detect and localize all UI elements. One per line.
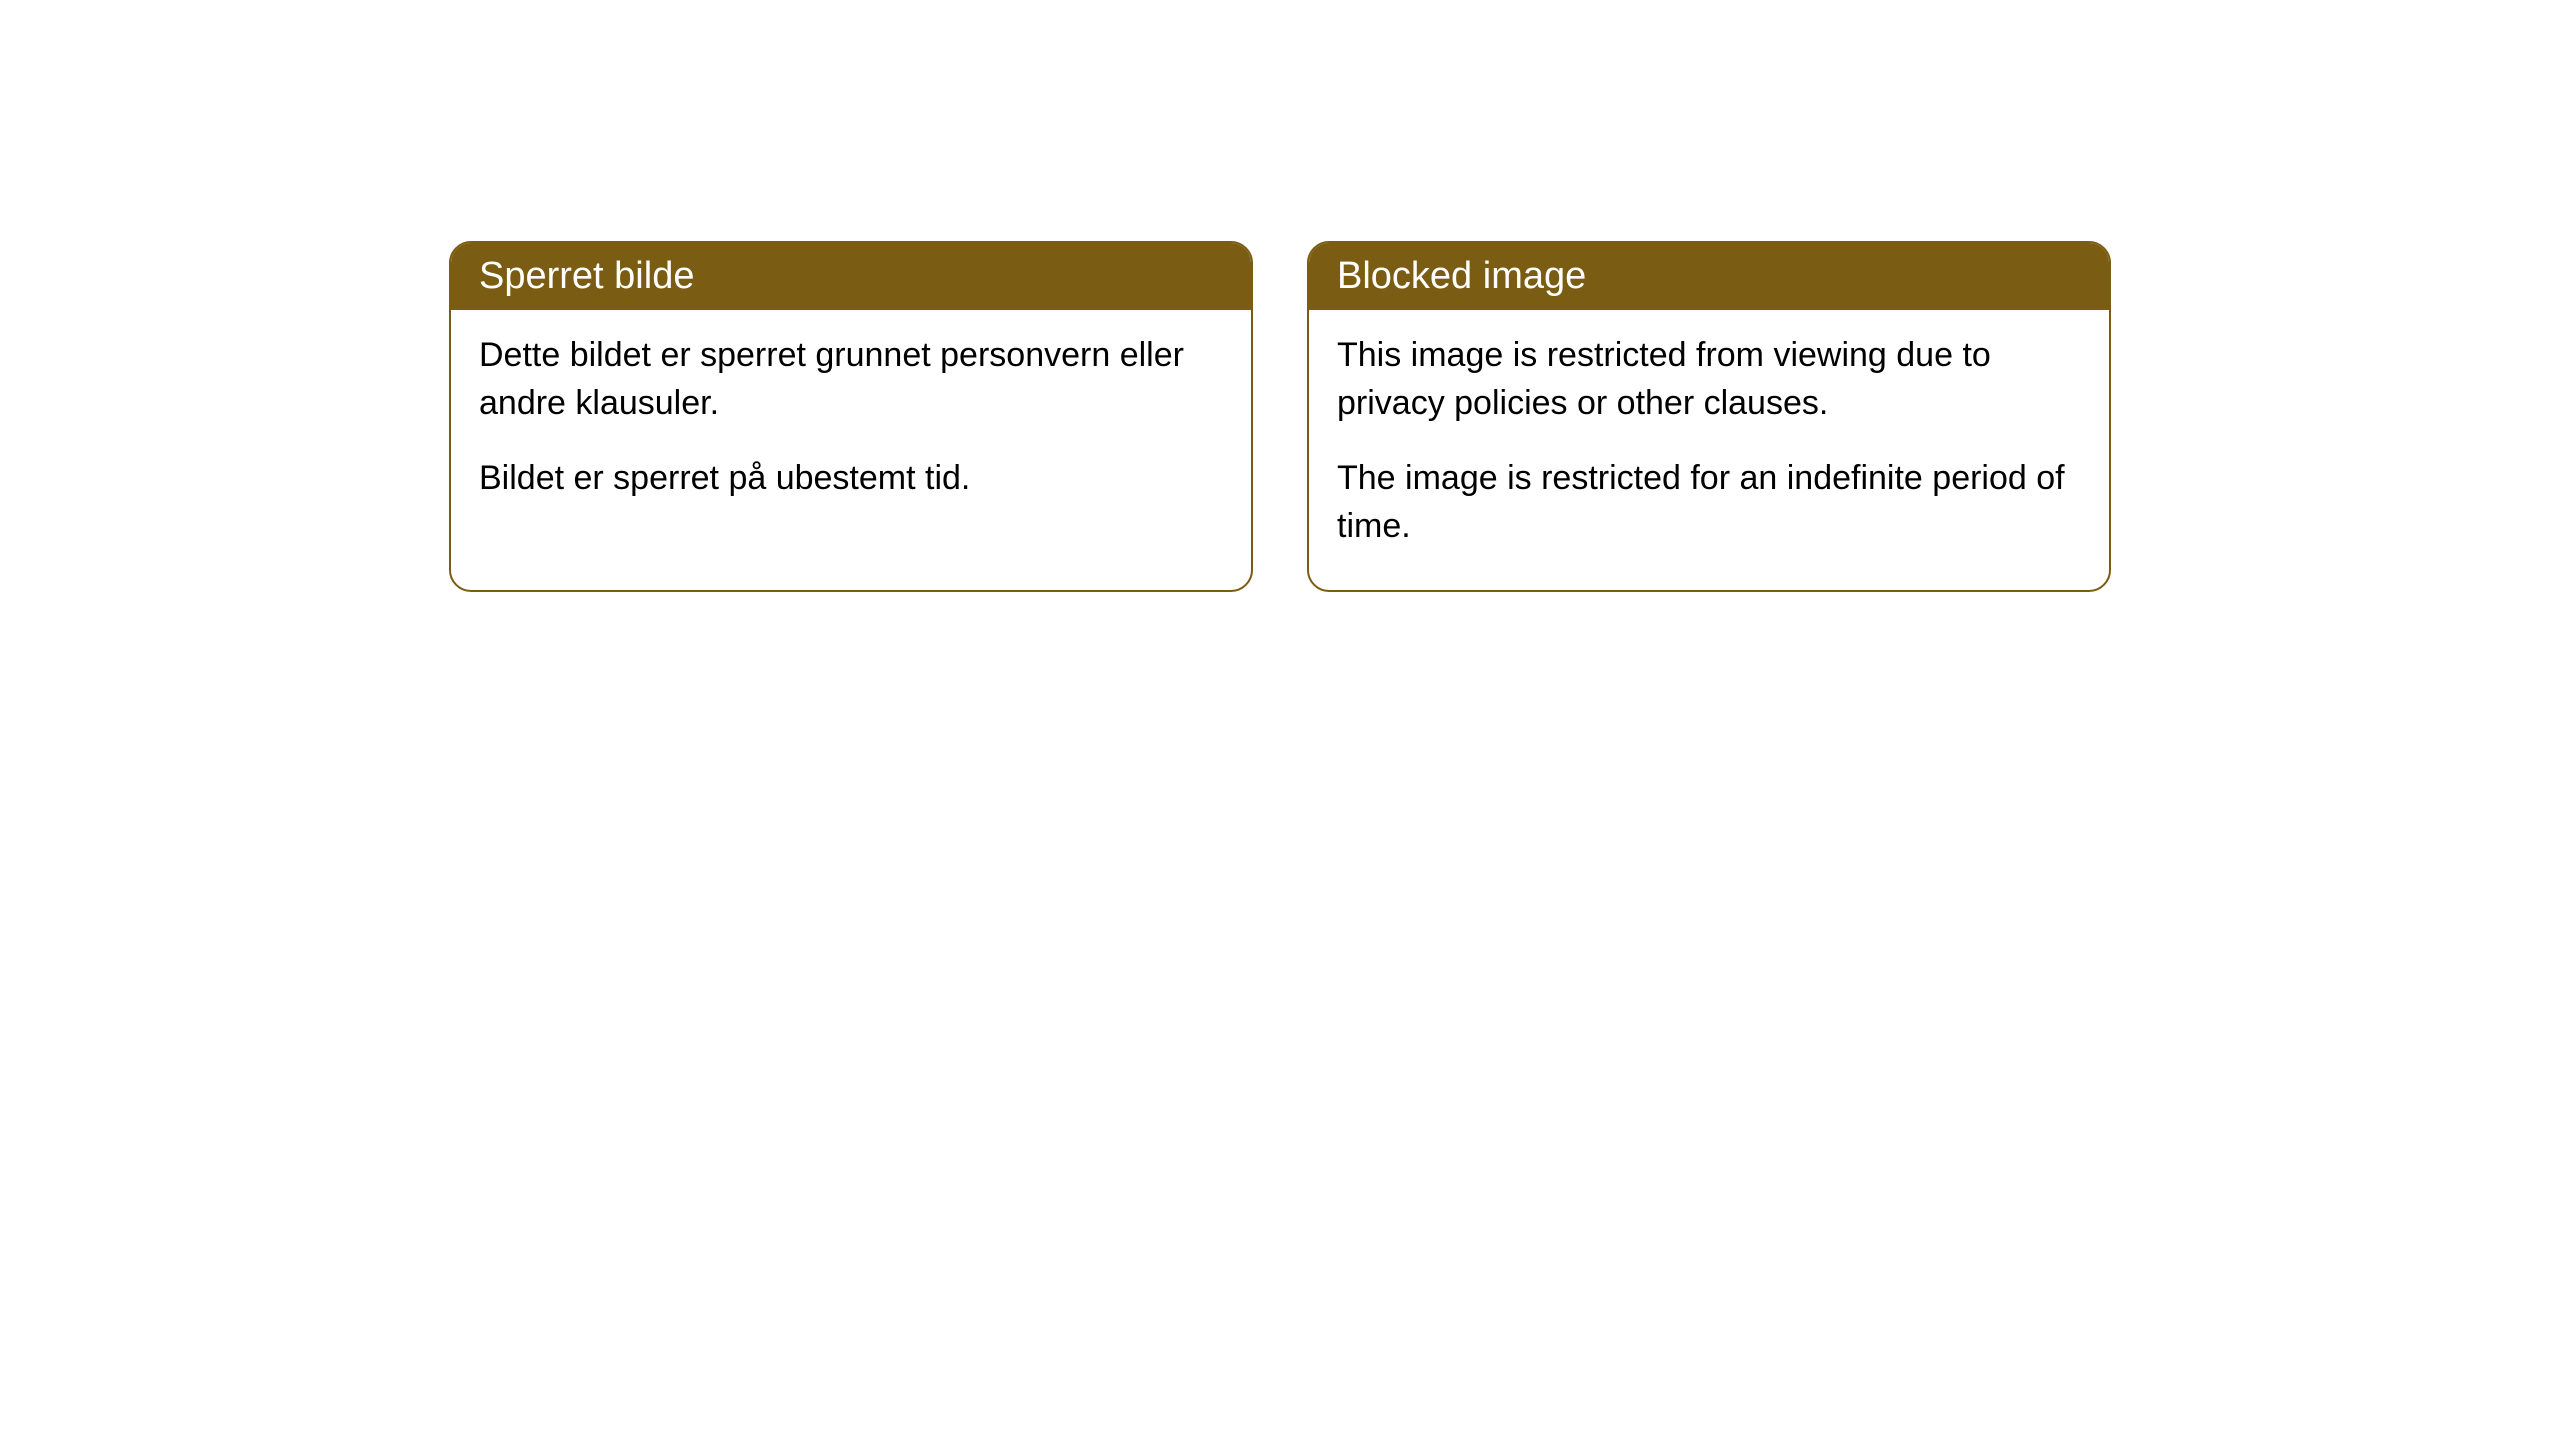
- card-title: Blocked image: [1337, 255, 1586, 297]
- card-paragraph: Dette bildet er sperret grunnet personve…: [479, 332, 1223, 427]
- card-title: Sperret bilde: [479, 255, 694, 297]
- card-body-english: This image is restricted from viewing du…: [1309, 310, 2109, 590]
- card-body-norwegian: Dette bildet er sperret grunnet personve…: [451, 310, 1251, 543]
- card-paragraph: Bildet er sperret på ubestemt tid.: [479, 455, 1223, 503]
- card-paragraph: The image is restricted for an indefinit…: [1337, 455, 2081, 550]
- card-paragraph: This image is restricted from viewing du…: [1337, 332, 2081, 427]
- blocked-image-card-norwegian: Sperret bilde Dette bildet er sperret gr…: [449, 241, 1253, 592]
- card-header-english: Blocked image: [1309, 243, 2109, 310]
- notice-cards-container: Sperret bilde Dette bildet er sperret gr…: [449, 241, 2111, 592]
- card-header-norwegian: Sperret bilde: [451, 243, 1251, 310]
- blocked-image-card-english: Blocked image This image is restricted f…: [1307, 241, 2111, 592]
